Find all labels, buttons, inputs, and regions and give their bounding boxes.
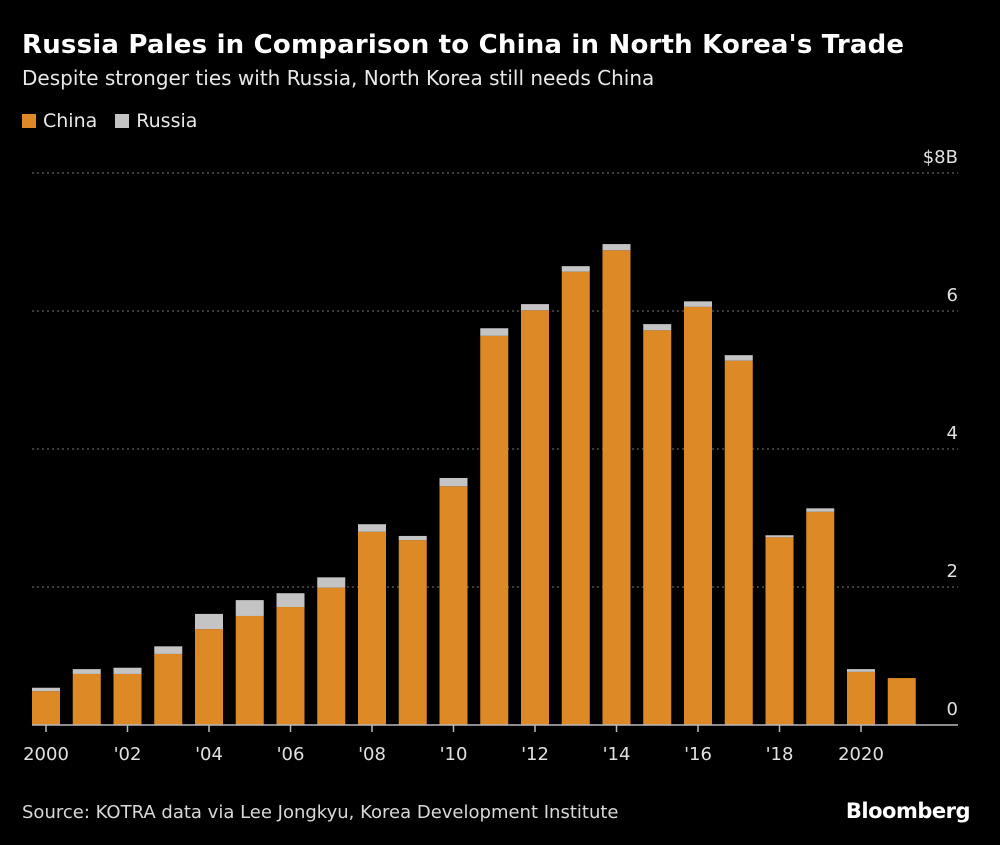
bar-russia-2007: [317, 577, 346, 588]
bar-china-2005: [235, 615, 264, 725]
x-tick-label: '04: [195, 744, 223, 765]
bar-china-2006: [276, 607, 305, 725]
x-tick-label: '18: [766, 744, 794, 765]
x-tick-label: '08: [358, 744, 386, 765]
bar-russia-2008: [358, 524, 386, 532]
chart-subtitle: Despite stronger ties with Russia, North…: [22, 66, 655, 90]
bar-russia-2020: [847, 669, 875, 672]
bar-china-2008: [358, 531, 386, 725]
legend-item-china: China: [22, 110, 97, 132]
y-tick-label: 2: [947, 561, 958, 582]
bar-china-2011: [480, 335, 509, 725]
x-tick-label: 2000: [23, 744, 69, 765]
bar-china-2000: [32, 691, 60, 725]
bar-china-2017: [724, 360, 753, 725]
bar-russia-2004: [195, 613, 223, 630]
legend-label-china: China: [43, 110, 98, 132]
x-tick-label: '14: [603, 744, 631, 765]
bar-russia-2019: [806, 508, 835, 512]
bar-china-2007: [317, 587, 346, 725]
bar-russia-2014: [602, 244, 631, 251]
bar-russia-2017: [724, 355, 753, 361]
bar-china-2013: [561, 271, 590, 725]
x-tick-label: '06: [277, 744, 305, 765]
bar-china-2018: [765, 537, 794, 725]
bar-china-2010: [439, 486, 468, 725]
bar-russia-2001: [72, 669, 101, 674]
bar-russia-2011: [480, 328, 509, 336]
bar-russia-2006: [276, 593, 305, 608]
bar-china-2015: [643, 330, 672, 725]
chart-title: Russia Pales in Comparison to China in N…: [22, 30, 905, 60]
bar-china-2016: [684, 306, 712, 725]
y-tick-label: 4: [947, 423, 958, 444]
source-note: Source: KOTRA data via Lee Jongkyu, Kore…: [22, 802, 619, 823]
bar-russia-2010: [439, 477, 468, 487]
bloomberg-logo: Bloomberg: [845, 799, 971, 823]
bar-russia-2009: [398, 535, 427, 541]
bar-china-2014: [602, 250, 631, 725]
legend-swatch-china: [22, 114, 36, 128]
legend: China Russia: [22, 110, 197, 132]
bar-russia-2003: [154, 646, 183, 654]
x-tick-label: '12: [521, 744, 549, 765]
x-tick-label: '16: [684, 744, 712, 765]
bar-russia-2012: [521, 304, 549, 311]
bar-russia-2000: [32, 687, 60, 692]
bar-china-2012: [521, 310, 549, 725]
bar-china-2004: [195, 629, 223, 725]
bar-china-2002: [113, 673, 142, 725]
legend-item-russia: Russia: [115, 110, 197, 132]
y-tick-label: 6: [947, 285, 958, 306]
x-tick-label: '10: [440, 744, 468, 765]
y-tick-label: $8B: [923, 147, 958, 168]
bar-russia-2015: [643, 324, 672, 331]
legend-swatch-russia: [115, 114, 130, 128]
bar-russia-2002: [113, 667, 142, 674]
bar-china-2009: [398, 540, 427, 725]
x-tick-label: '02: [114, 744, 142, 765]
bar-china-2020: [847, 671, 875, 725]
bar-russia-2018: [765, 535, 794, 538]
bar-russia-2005: [235, 600, 264, 616]
bar-china-2001: [72, 673, 101, 725]
bar-russia-2016: [684, 301, 712, 307]
bar-russia-2013: [561, 266, 590, 272]
bar-china-2003: [154, 653, 183, 725]
bar-china-2021: [887, 678, 916, 725]
legend-label-russia: Russia: [136, 110, 198, 132]
bar-china-2019: [806, 511, 835, 725]
y-tick-label: 0: [947, 699, 958, 720]
x-tick-label: 2020: [838, 744, 884, 765]
